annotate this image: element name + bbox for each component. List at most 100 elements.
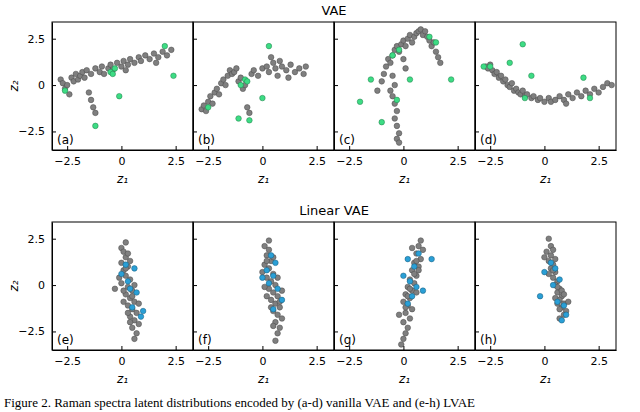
point bbox=[433, 49, 439, 55]
point bbox=[125, 251, 131, 257]
point bbox=[388, 60, 394, 66]
points bbox=[199, 43, 309, 123]
point bbox=[375, 88, 381, 94]
x-tick: 0 bbox=[400, 346, 407, 368]
point bbox=[234, 66, 240, 72]
x-tick: 0 bbox=[400, 146, 407, 168]
point bbox=[390, 53, 396, 59]
point bbox=[288, 62, 294, 68]
point bbox=[123, 240, 129, 246]
x-tick-label: 2.5 bbox=[167, 155, 185, 168]
y-tick bbox=[475, 85, 479, 86]
y-tick-mark bbox=[334, 85, 338, 86]
y-tick bbox=[334, 85, 338, 86]
point bbox=[169, 47, 175, 53]
point bbox=[407, 286, 413, 292]
point bbox=[82, 75, 88, 81]
y-tick bbox=[334, 131, 338, 132]
point bbox=[88, 97, 94, 103]
x-axis: −2.502.5 bbox=[53, 346, 194, 368]
point bbox=[487, 64, 493, 70]
row-title: Linear VAE bbox=[299, 203, 369, 218]
y-tick: 2.5 bbox=[28, 33, 57, 46]
x-tick-label: −2.5 bbox=[195, 355, 222, 368]
point bbox=[427, 34, 433, 40]
point bbox=[570, 95, 576, 101]
point bbox=[62, 88, 68, 94]
y-tick-label: 2.5 bbox=[28, 33, 46, 46]
point bbox=[379, 79, 385, 85]
points bbox=[357, 27, 454, 146]
point bbox=[273, 260, 279, 266]
point bbox=[260, 275, 266, 281]
y-tick-mark bbox=[475, 285, 479, 286]
point bbox=[279, 297, 285, 303]
x-tick: 2.5 bbox=[167, 146, 185, 168]
point bbox=[401, 319, 407, 325]
x-tick-mark bbox=[176, 346, 177, 350]
x-tick-label: −2.5 bbox=[336, 355, 363, 368]
point bbox=[266, 280, 272, 286]
y-tick bbox=[334, 39, 338, 40]
point bbox=[164, 53, 170, 59]
point bbox=[403, 43, 409, 49]
point bbox=[550, 247, 556, 253]
point bbox=[587, 95, 593, 101]
point bbox=[550, 282, 556, 288]
x-tick-label: 2.5 bbox=[449, 355, 467, 368]
x-tick: 0 bbox=[259, 146, 266, 168]
x-axis: −2.502.5 bbox=[194, 346, 335, 368]
point bbox=[125, 279, 131, 285]
point bbox=[99, 64, 105, 70]
point bbox=[283, 67, 289, 73]
x-tick-label: −2.5 bbox=[477, 355, 504, 368]
x-axis: −2.502.5 bbox=[335, 146, 476, 168]
point bbox=[93, 123, 99, 129]
y-tick-label: −2.5 bbox=[18, 325, 45, 338]
point bbox=[264, 64, 270, 70]
x-tick-label: −2.5 bbox=[195, 155, 222, 168]
y-tick-mark bbox=[334, 131, 338, 132]
point bbox=[418, 238, 424, 244]
point bbox=[561, 303, 567, 309]
y-tick: −2.5 bbox=[18, 125, 56, 138]
point bbox=[132, 60, 138, 66]
point bbox=[405, 325, 411, 331]
point bbox=[596, 90, 602, 96]
y-tick bbox=[193, 331, 197, 332]
point bbox=[110, 71, 116, 77]
x-tick-label: 2.5 bbox=[449, 155, 467, 168]
y-tick-mark bbox=[334, 285, 338, 286]
point bbox=[270, 273, 276, 279]
point bbox=[123, 67, 129, 73]
x-tick-mark bbox=[121, 146, 122, 150]
x-tick: 0 bbox=[541, 146, 548, 168]
x-tick: 2.5 bbox=[449, 346, 467, 368]
plot-frame bbox=[52, 22, 193, 150]
x-tick-mark bbox=[317, 346, 318, 350]
x-tick-label: 0 bbox=[118, 355, 125, 368]
panel: −2.502.5(c)z₁ bbox=[334, 22, 476, 186]
x-tick-mark bbox=[458, 346, 459, 350]
x-tick-label: 0 bbox=[400, 355, 407, 368]
point bbox=[542, 254, 548, 260]
x-tick-label: 0 bbox=[541, 355, 548, 368]
point bbox=[214, 86, 220, 92]
point bbox=[251, 67, 257, 73]
x-tick: 0 bbox=[259, 346, 266, 368]
point bbox=[407, 77, 413, 83]
point bbox=[268, 54, 274, 60]
point bbox=[260, 95, 266, 101]
plot-frame bbox=[334, 222, 475, 350]
x-tick: 2.5 bbox=[590, 346, 608, 368]
point bbox=[401, 336, 407, 342]
points bbox=[112, 240, 146, 342]
point bbox=[420, 288, 426, 294]
y-tick-mark bbox=[193, 85, 197, 86]
y-tick-mark bbox=[475, 239, 479, 240]
point bbox=[396, 131, 402, 137]
point bbox=[273, 338, 279, 344]
point bbox=[119, 280, 125, 286]
x-axis-title: z₁ bbox=[116, 372, 128, 386]
x-axis: −2.5 0 2.5 bbox=[335, 346, 476, 368]
